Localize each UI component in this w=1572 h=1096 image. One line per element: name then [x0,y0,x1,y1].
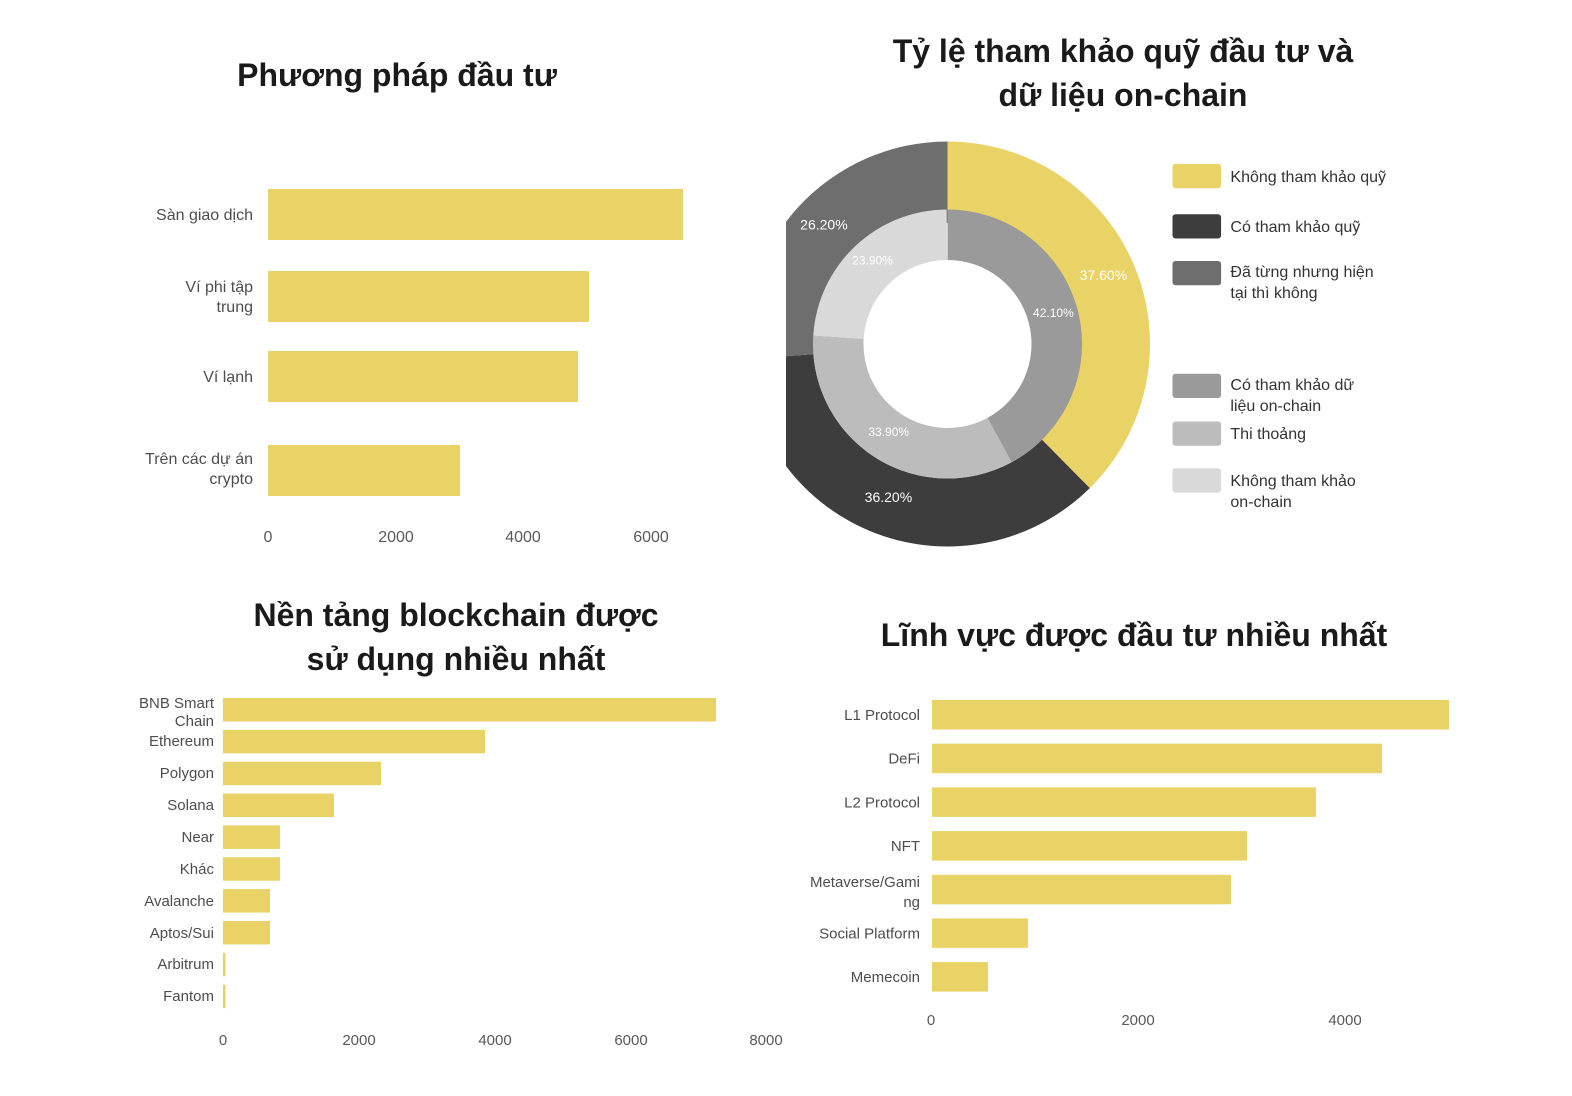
svg-text:Ethereum: Ethereum [149,733,214,750]
svg-text:36.20%: 36.20% [865,489,912,505]
svg-text:37.60%: 37.60% [1080,267,1127,283]
svg-text:Aptos/Sui: Aptos/Sui [150,925,214,942]
svg-text:0: 0 [927,1012,935,1029]
svg-text:Có tham khảo quỹ: Có tham khảo quỹ [1230,219,1360,236]
svg-text:0: 0 [264,529,273,546]
svg-text:Không tham khảo quỹ: Không tham khảo quỹ [1230,169,1386,186]
svg-text:tại thì không: tại thì không [1230,285,1317,302]
svg-text:Không tham khảo: Không tham khảo [1230,473,1356,490]
svg-text:Memecoin: Memecoin [851,969,920,986]
svg-text:Phương pháp đầu tư: Phương pháp đầu tư [237,57,558,93]
svg-text:Arbitrum: Arbitrum [157,956,214,973]
svg-text:Lĩnh vực được đầu tư nhiều nhấ: Lĩnh vực được đầu tư nhiều nhất [881,617,1388,653]
svg-text:Polygon: Polygon [160,765,214,782]
svg-text:0: 0 [219,1032,227,1049]
svg-text:Đã từng nhưng hiện: Đã từng nhưng hiện [1230,264,1373,281]
svg-text:DeFi: DeFi [888,751,920,768]
svg-text:crypto: crypto [209,471,253,488]
svg-text:2000: 2000 [1121,1012,1154,1029]
svg-text:on-chain: on-chain [1230,494,1291,511]
svg-text:4000: 4000 [505,529,541,546]
svg-text:Ví phi tập: Ví phi tập [185,279,253,296]
svg-text:23.90%: 23.90% [852,254,893,268]
svg-text:BNB Smart: BNB Smart [139,695,215,712]
svg-text:Nền tảng blockchain được: Nền tảng blockchain được [253,597,658,633]
svg-text:2000: 2000 [378,529,414,546]
svg-text:Social Platform: Social Platform [819,925,920,942]
svg-text:4000: 4000 [1328,1012,1361,1029]
svg-text:42.10%: 42.10% [1033,306,1074,320]
svg-text:trung: trung [217,299,253,316]
svg-text:Trên các dự án: Trên các dự án [145,451,253,468]
svg-text:Có tham khảo dữ: Có tham khảo dữ [1230,377,1354,394]
svg-text:26.20%: 26.20% [800,216,847,232]
svg-text:Chain: Chain [175,713,214,730]
svg-text:8000: 8000 [749,1032,782,1049]
svg-text:33.90%: 33.90% [868,425,909,439]
svg-text:6000: 6000 [633,529,669,546]
svg-text:sử dụng nhiều nhất: sử dụng nhiều nhất [307,641,606,677]
svg-text:Near: Near [181,829,214,846]
svg-text:2000: 2000 [342,1032,375,1049]
svg-text:Fantom: Fantom [163,988,214,1005]
svg-text:Avalanche: Avalanche [144,893,214,910]
svg-text:Khác: Khác [180,861,215,878]
svg-text:6000: 6000 [614,1032,647,1049]
svg-text:Solana: Solana [167,797,214,814]
svg-text:4000: 4000 [478,1032,511,1049]
svg-text:NFT: NFT [891,838,920,855]
svg-text:Sàn giao dịch: Sàn giao dịch [156,207,253,224]
svg-text:L2 Protocol: L2 Protocol [844,794,920,811]
svg-text:dữ liệu on-chain: dữ liệu on-chain [999,77,1248,113]
svg-text:Tỷ lệ tham khảo quỹ đầu tư và: Tỷ lệ tham khảo quỹ đầu tư và [893,33,1354,69]
svg-text:Thi thoảng: Thi thoảng [1230,426,1306,443]
svg-text:ng: ng [903,894,920,911]
svg-text:liệu on-chain: liệu on-chain [1230,398,1321,415]
svg-text:Metaverse/Gami: Metaverse/Gami [810,874,920,891]
svg-text:L1 Protocol: L1 Protocol [844,707,920,724]
svg-text:Ví lạnh: Ví lạnh [203,369,253,386]
